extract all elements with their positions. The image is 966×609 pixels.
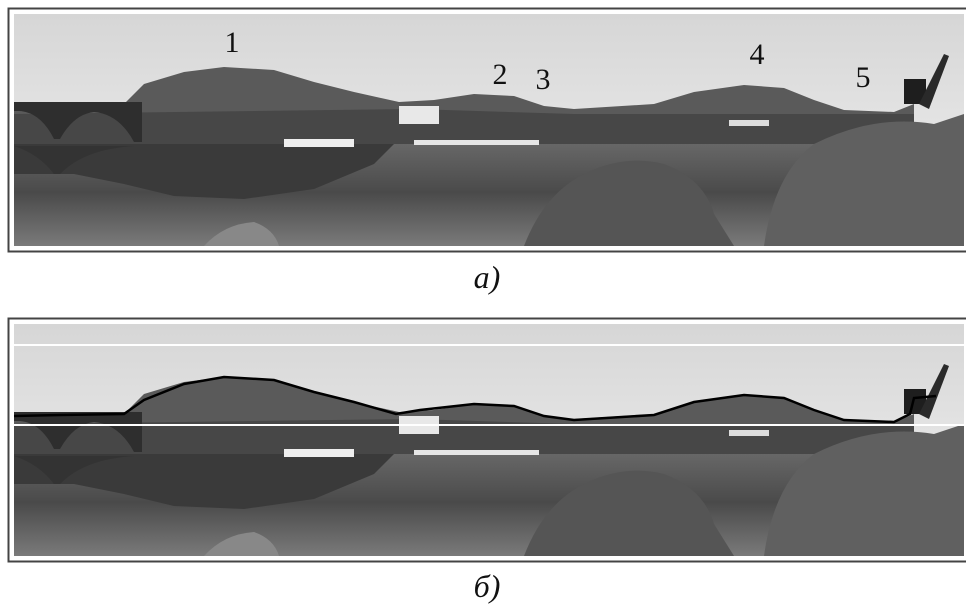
landmark-label: 5 bbox=[856, 61, 871, 94]
landmark-label: 4 bbox=[750, 38, 765, 71]
page: 1 2 3 4 5 а) б) (() => { const data = JS… bbox=[0, 0, 966, 604]
panorama-photo bbox=[14, 324, 964, 556]
landmark-label: 2 bbox=[493, 58, 508, 91]
landmark-label: 1 bbox=[225, 26, 240, 59]
panorama-photo bbox=[14, 14, 964, 246]
figure: 1 2 3 4 5 а) б) bbox=[0, 0, 966, 604]
panel-caption: а) bbox=[474, 259, 501, 295]
landmark-label: 3 bbox=[536, 63, 551, 96]
panel-caption: б) bbox=[474, 568, 501, 604]
